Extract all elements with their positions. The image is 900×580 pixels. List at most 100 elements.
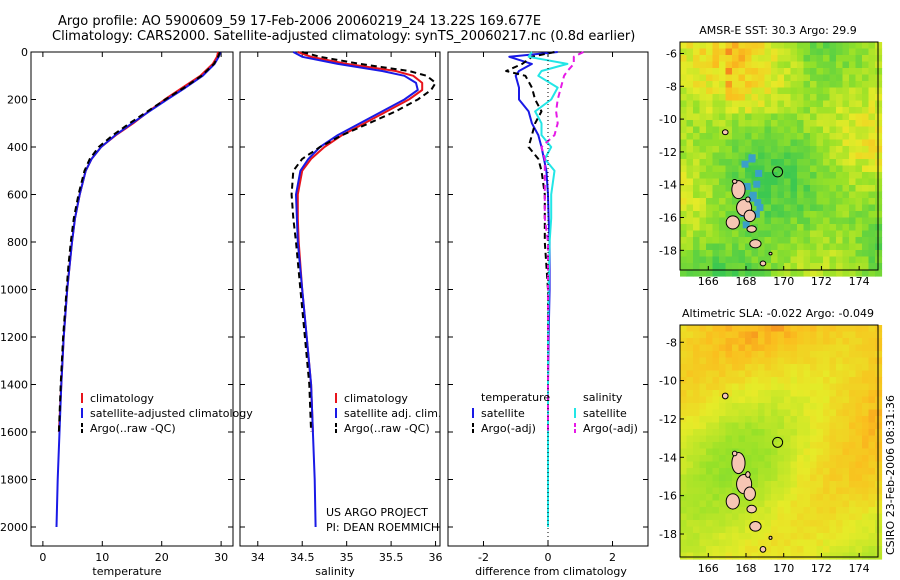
series-line-climatology: [296, 51, 424, 433]
map-cell: [732, 338, 740, 346]
map-cell: [803, 325, 811, 333]
map-cell: [738, 500, 746, 508]
island-shape: [731, 450, 738, 457]
map-cell: [693, 552, 701, 560]
map-cell: [693, 87, 701, 95]
map-cell: [764, 351, 772, 359]
map-cell: [862, 61, 870, 69]
map-cell: [823, 94, 831, 102]
map-cell: [816, 370, 824, 378]
map-cell: [836, 250, 844, 258]
map-cell: [790, 224, 798, 232]
map-cell: [784, 87, 792, 95]
map-cell: [797, 74, 805, 82]
map-cell: [686, 107, 694, 115]
map-cell: [686, 269, 694, 277]
map-cell: [803, 344, 811, 352]
map-cell: [849, 351, 857, 359]
map-cell: [686, 448, 694, 456]
map-cell: [771, 68, 779, 76]
map-cell: [868, 494, 876, 502]
x-tick-label: 34: [251, 551, 265, 564]
map-cell: [803, 237, 811, 245]
map-y-tick-label: -18: [659, 528, 677, 541]
map-x-tick-label: 170: [773, 275, 794, 288]
map-cell: [862, 507, 870, 515]
map-cell: [855, 364, 863, 372]
map-cell: [816, 152, 824, 160]
map-cell: [732, 243, 740, 251]
map-cell: [875, 507, 883, 515]
map-cell: [745, 191, 753, 199]
map-cell: [777, 357, 785, 365]
map-cell: [816, 250, 824, 258]
map-cell: [836, 364, 844, 372]
map-cell: [836, 533, 844, 541]
map-cell: [836, 211, 844, 219]
map-cell: [758, 113, 766, 121]
map-cell: [738, 237, 746, 245]
map-cell: [875, 146, 883, 154]
map-cell: [777, 185, 785, 193]
map-cell: [725, 100, 733, 108]
map-cell: [868, 87, 876, 95]
map-cell: [823, 552, 831, 560]
map-cell: [829, 344, 837, 352]
map-cell: [758, 146, 766, 154]
map-cell: [862, 133, 870, 141]
map-cell: [680, 455, 688, 463]
map-cell: [771, 198, 779, 206]
map-cell: [725, 331, 733, 339]
map-cell: [680, 552, 688, 560]
map-cell: [784, 539, 792, 547]
map-cell: [829, 331, 837, 339]
map-cell: [829, 120, 837, 128]
map-cell: [706, 217, 714, 225]
island-shape: [745, 471, 751, 478]
map-cell: [764, 500, 772, 508]
map-cell: [686, 250, 694, 258]
map-cell: [797, 172, 805, 180]
map-cell: [725, 468, 733, 476]
map-cell: [758, 429, 766, 437]
map-cell: [855, 42, 863, 50]
map-cell: [868, 139, 876, 147]
map-cell: [816, 357, 824, 365]
map-cell: [706, 146, 714, 154]
map-cell: [842, 237, 850, 245]
map-cell: [823, 159, 831, 167]
map-cell: [712, 81, 720, 89]
map-cell: [823, 48, 831, 56]
map-cell: [706, 100, 714, 108]
map-cell: [790, 383, 798, 391]
map-cell: [751, 172, 759, 180]
map-cell: [816, 435, 824, 443]
map-cell: [862, 94, 870, 102]
map-cell: [790, 468, 798, 476]
map-cell: [680, 133, 688, 141]
map-cell: [842, 396, 850, 404]
map-cell: [784, 448, 792, 456]
map-cell: [875, 243, 883, 251]
island-shape: [746, 225, 757, 233]
map-cell: [686, 74, 694, 82]
map-cell: [816, 48, 824, 56]
map-cell: [751, 230, 759, 238]
map-cell: [823, 81, 831, 89]
map-cell: [712, 468, 720, 476]
map-cell: [686, 474, 694, 482]
map-cell: [680, 526, 688, 534]
map-cell: [810, 152, 818, 160]
map-cell: [784, 198, 792, 206]
map-cell: [842, 546, 850, 554]
map-cell: [712, 364, 720, 372]
map-cell: [706, 487, 714, 495]
map-cell: [803, 520, 811, 528]
map-cell: [719, 217, 727, 225]
map-cell: [680, 68, 688, 76]
map-cell: [855, 185, 863, 193]
map-cell: [790, 481, 798, 489]
map-cell: [686, 546, 694, 554]
map-cell: [842, 513, 850, 521]
